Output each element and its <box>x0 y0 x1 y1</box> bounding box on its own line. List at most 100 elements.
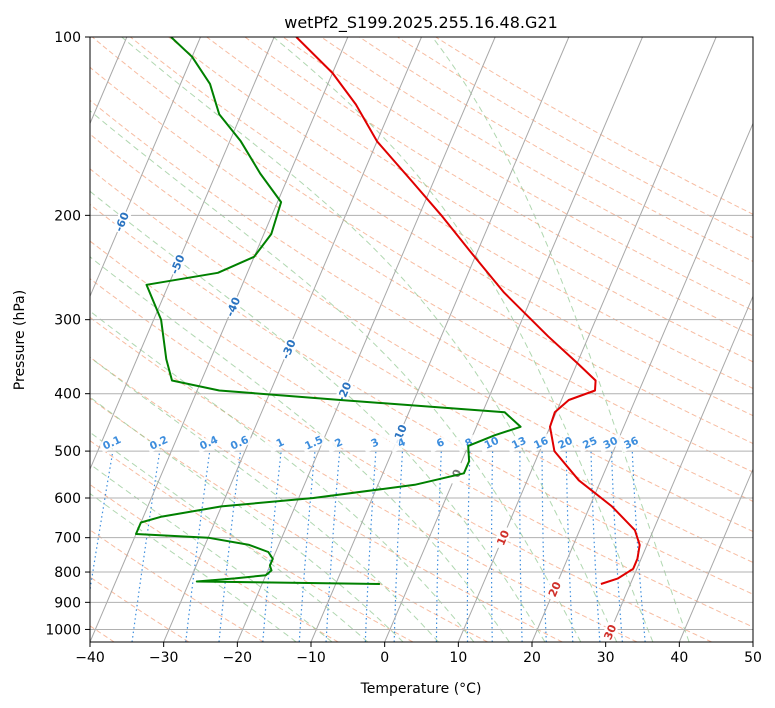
mixing-ratio-line <box>590 451 601 642</box>
plot-area: -100-90-80-70-60-50-40-30-20-10010203040… <box>45 30 762 666</box>
mixing-ratio-label-bg <box>427 432 454 453</box>
x-tick-label: 20 <box>523 650 541 666</box>
mixing-ratio-label: 1 <box>274 436 286 450</box>
isotherm-label-bg <box>544 576 565 602</box>
mixing-ratio-line <box>185 451 211 642</box>
mixing-ratio-line <box>364 451 377 642</box>
mixing-ratio-line <box>325 451 341 642</box>
dry-adiabat-line <box>90 133 753 533</box>
y-tick-label: 500 <box>54 444 81 460</box>
mixing-ratio-label-bg <box>325 432 352 453</box>
dry-adiabat-line <box>168 37 753 389</box>
mixing-ratio-label: 13 <box>510 435 528 452</box>
x-tick-label: 0 <box>380 650 389 666</box>
moist-adiabat-line <box>90 431 369 642</box>
mixing-ratio-line <box>541 451 547 642</box>
x-tick-label: −10 <box>296 650 326 666</box>
x-axis-title: Temperature (°C) <box>360 681 482 697</box>
dry-adiabat-line <box>90 483 339 642</box>
y-tick-label: 900 <box>54 595 81 611</box>
isotherm-line <box>531 122 753 642</box>
isotherm-label-bg <box>111 209 132 235</box>
mixing-ratio-line <box>519 451 523 642</box>
moist-adiabat-line <box>121 37 618 642</box>
mixing-ratio-label: 25 <box>581 435 599 452</box>
isotherm-line <box>678 467 753 642</box>
chart-title: wetPf2_S199.2025.255.16.48.G21 <box>284 13 558 33</box>
moist-adiabat-line <box>90 463 333 642</box>
dry-adiabat-line <box>282 37 753 312</box>
dry-adiabat-line <box>90 240 753 628</box>
isotherm-label-bg <box>446 460 467 486</box>
isotherm-label: 20 <box>546 579 564 598</box>
y-tick-label: 400 <box>54 387 81 403</box>
isotherm-label-bg <box>167 251 188 277</box>
isotherm-label-bg <box>600 619 620 642</box>
isotherm-line <box>90 37 349 642</box>
mixing-ratio-label-bg <box>195 432 222 453</box>
isotherm-line <box>90 37 201 298</box>
mixing-ratio-label: 16 <box>532 435 550 452</box>
mixing-ratio-label: 36 <box>622 435 640 452</box>
dry-adiabat-line <box>90 99 753 502</box>
mixing-ratio-label-bg <box>618 432 645 453</box>
moist-adiabat-line <box>90 493 297 642</box>
sounding-traces <box>135 37 641 585</box>
mixing-ratio-line <box>490 451 494 642</box>
dry-adiabat-line <box>244 37 753 337</box>
background-line-labels: -100-90-80-70-60-50-40-30-20-10010203040… <box>98 209 645 642</box>
dry-adiabat-line <box>90 168 753 563</box>
x-tick-label: 50 <box>744 650 762 666</box>
y-axis-title: Pressure (hPa) <box>12 290 28 390</box>
mixing-ratio-label: 3 <box>369 436 381 450</box>
dry-adiabat-line <box>90 356 563 642</box>
mixing-ratio-label: 20 <box>556 435 574 452</box>
dry-adiabat-line <box>90 66 753 473</box>
y-tick-label: 200 <box>54 208 81 224</box>
mixing-ratio-label: 2 <box>333 436 345 450</box>
isotherm-line <box>90 37 275 471</box>
mixing-ratio-label: 6 <box>435 436 447 450</box>
isotherms <box>90 37 753 642</box>
mixing-ratio-label-bg <box>478 432 505 453</box>
moist-adiabat-line <box>90 310 475 642</box>
mixing-ratio-lines <box>90 450 646 642</box>
isotherm-label-bg <box>223 294 243 320</box>
isotherm-line <box>384 37 643 642</box>
x-tick-label: 10 <box>449 650 467 666</box>
mixing-ratio-label: 4 <box>396 436 408 450</box>
moist-adiabat-line <box>431 37 690 642</box>
y-tick-label: 300 <box>54 313 81 329</box>
dewpoint-trace <box>135 37 522 585</box>
mixing-ratio-line <box>631 451 646 642</box>
temperature-trace <box>295 37 641 585</box>
y-tick-label: 600 <box>54 491 81 507</box>
mixing-ratio-label: 8 <box>463 436 475 450</box>
isotherm-line <box>310 37 570 642</box>
x-tick-label: 40 <box>670 650 688 666</box>
mixing-ratio-label-bg <box>388 432 415 453</box>
y-axis-ticks: 100 200 300 400 500 600 700 800 900 1000 <box>45 30 90 638</box>
isotherm-label-bg <box>492 525 513 551</box>
dry-adiabat-line <box>206 37 753 363</box>
moist-adiabat-line <box>90 396 404 642</box>
mixing-ratio-label-bg <box>597 432 624 453</box>
plot-background <box>90 37 753 642</box>
mixing-ratio-line <box>298 451 316 642</box>
isotherm-line <box>605 295 753 642</box>
mixing-ratio-label-bg <box>527 432 555 453</box>
mixing-ratio-line <box>262 451 282 642</box>
mixing-ratio-label: 30 <box>601 435 619 452</box>
mixing-ratio-line <box>218 451 242 642</box>
mixing-ratio-label-bg <box>145 432 172 453</box>
x-tick-label: −40 <box>75 650 105 666</box>
dry-adiabat-line <box>90 397 488 642</box>
mixing-ratio-line <box>466 451 471 642</box>
isotherm-label-bg <box>278 336 299 362</box>
mixing-ratio-label-bg <box>266 432 294 453</box>
mixing-ratio-line <box>435 451 442 642</box>
mixing-ratio-label-bg <box>552 432 579 453</box>
dry-adiabat-line <box>90 316 638 642</box>
mixing-ratio-label-bg <box>300 432 328 453</box>
